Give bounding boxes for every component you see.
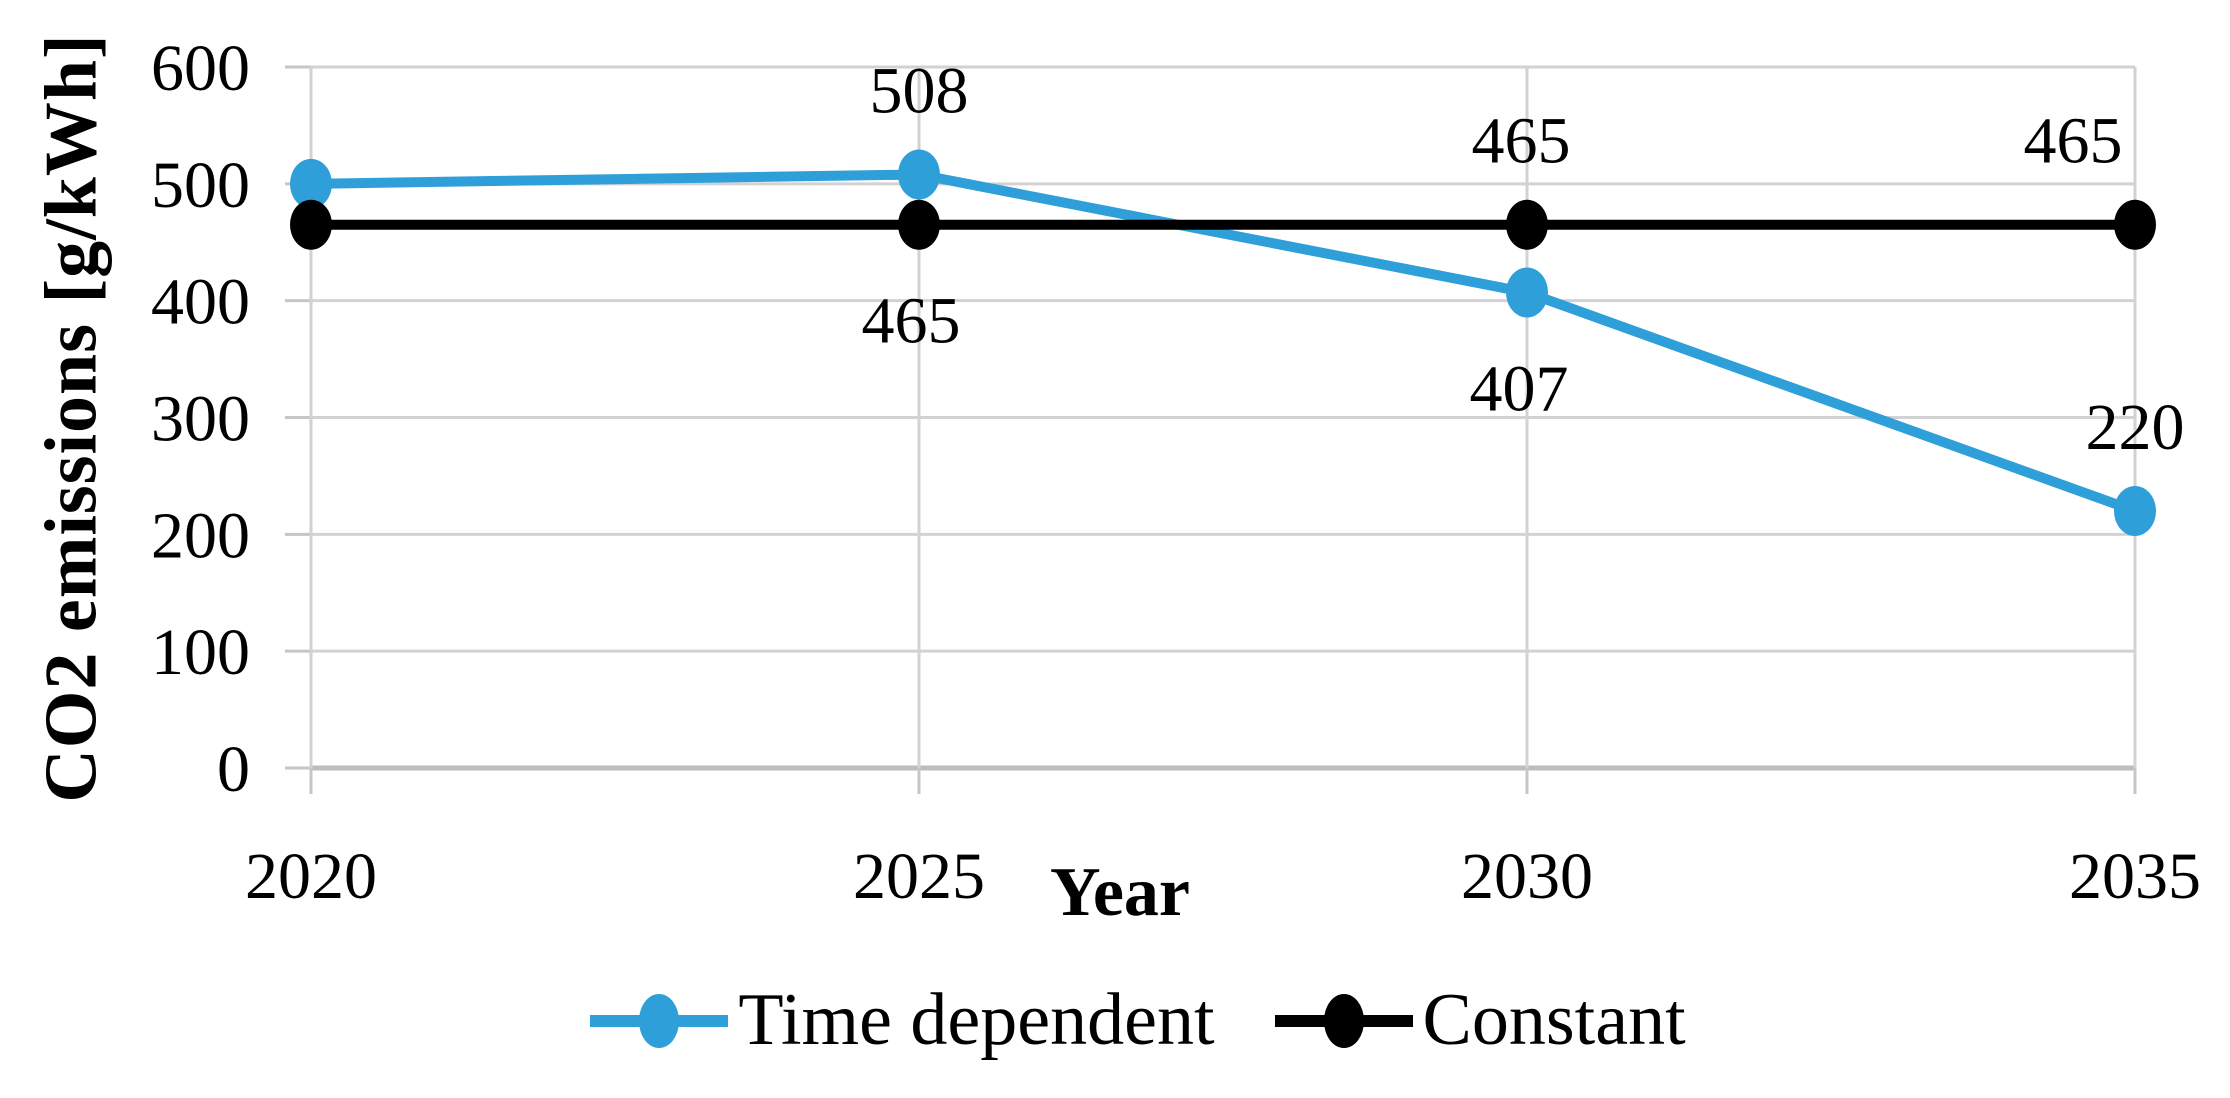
line-marker-icon bbox=[590, 993, 729, 1048]
data-point-marker bbox=[290, 199, 332, 250]
series-line bbox=[306, 169, 2140, 516]
data-point-marker bbox=[2114, 485, 2156, 536]
y-tick-label: 300 bbox=[151, 383, 250, 456]
x-tick-label: 2030 bbox=[1461, 840, 1593, 913]
legend-item-constant: Constant bbox=[1273, 978, 1686, 1063]
data-point-marker bbox=[1506, 267, 1548, 318]
x-tick-label: 2020 bbox=[245, 840, 377, 913]
x-tick-label: 2025 bbox=[853, 840, 985, 913]
x-tick-label: 2035 bbox=[2069, 840, 2201, 913]
data-point-marker bbox=[898, 149, 940, 200]
y-tick-label: 500 bbox=[151, 149, 250, 222]
x-axis-title: Year bbox=[1050, 854, 1190, 931]
data-point-marker bbox=[2114, 199, 2156, 250]
data-label: 465 bbox=[1472, 105, 1571, 178]
data-label: 508 bbox=[870, 54, 969, 127]
y-tick-label: 0 bbox=[217, 733, 250, 806]
data-point-marker bbox=[1506, 199, 1548, 250]
y-axis-title: CO2 emissions [g/kWh] bbox=[30, 33, 113, 803]
data-point-marker bbox=[290, 158, 332, 209]
legend: Time dependent Constant bbox=[22, 978, 2230, 1063]
y-tick-label: 200 bbox=[151, 499, 250, 572]
legend-label-time-dependent: Time dependent bbox=[738, 979, 1215, 1061]
legend-item-time-dependent: Time dependent bbox=[588, 978, 1215, 1063]
data-point-marker bbox=[898, 199, 940, 250]
data-label: 407 bbox=[1470, 352, 1569, 425]
data-label: 465 bbox=[2024, 105, 2123, 178]
line-marker-icon bbox=[1274, 993, 1413, 1048]
legend-label-constant: Constant bbox=[1422, 979, 1686, 1061]
y-tick-label: 100 bbox=[151, 616, 250, 689]
data-label: 465 bbox=[862, 285, 961, 358]
y-tick-label: 400 bbox=[151, 266, 250, 339]
data-label: 220 bbox=[2086, 391, 2185, 464]
y-tick-label: 600 bbox=[151, 32, 250, 105]
